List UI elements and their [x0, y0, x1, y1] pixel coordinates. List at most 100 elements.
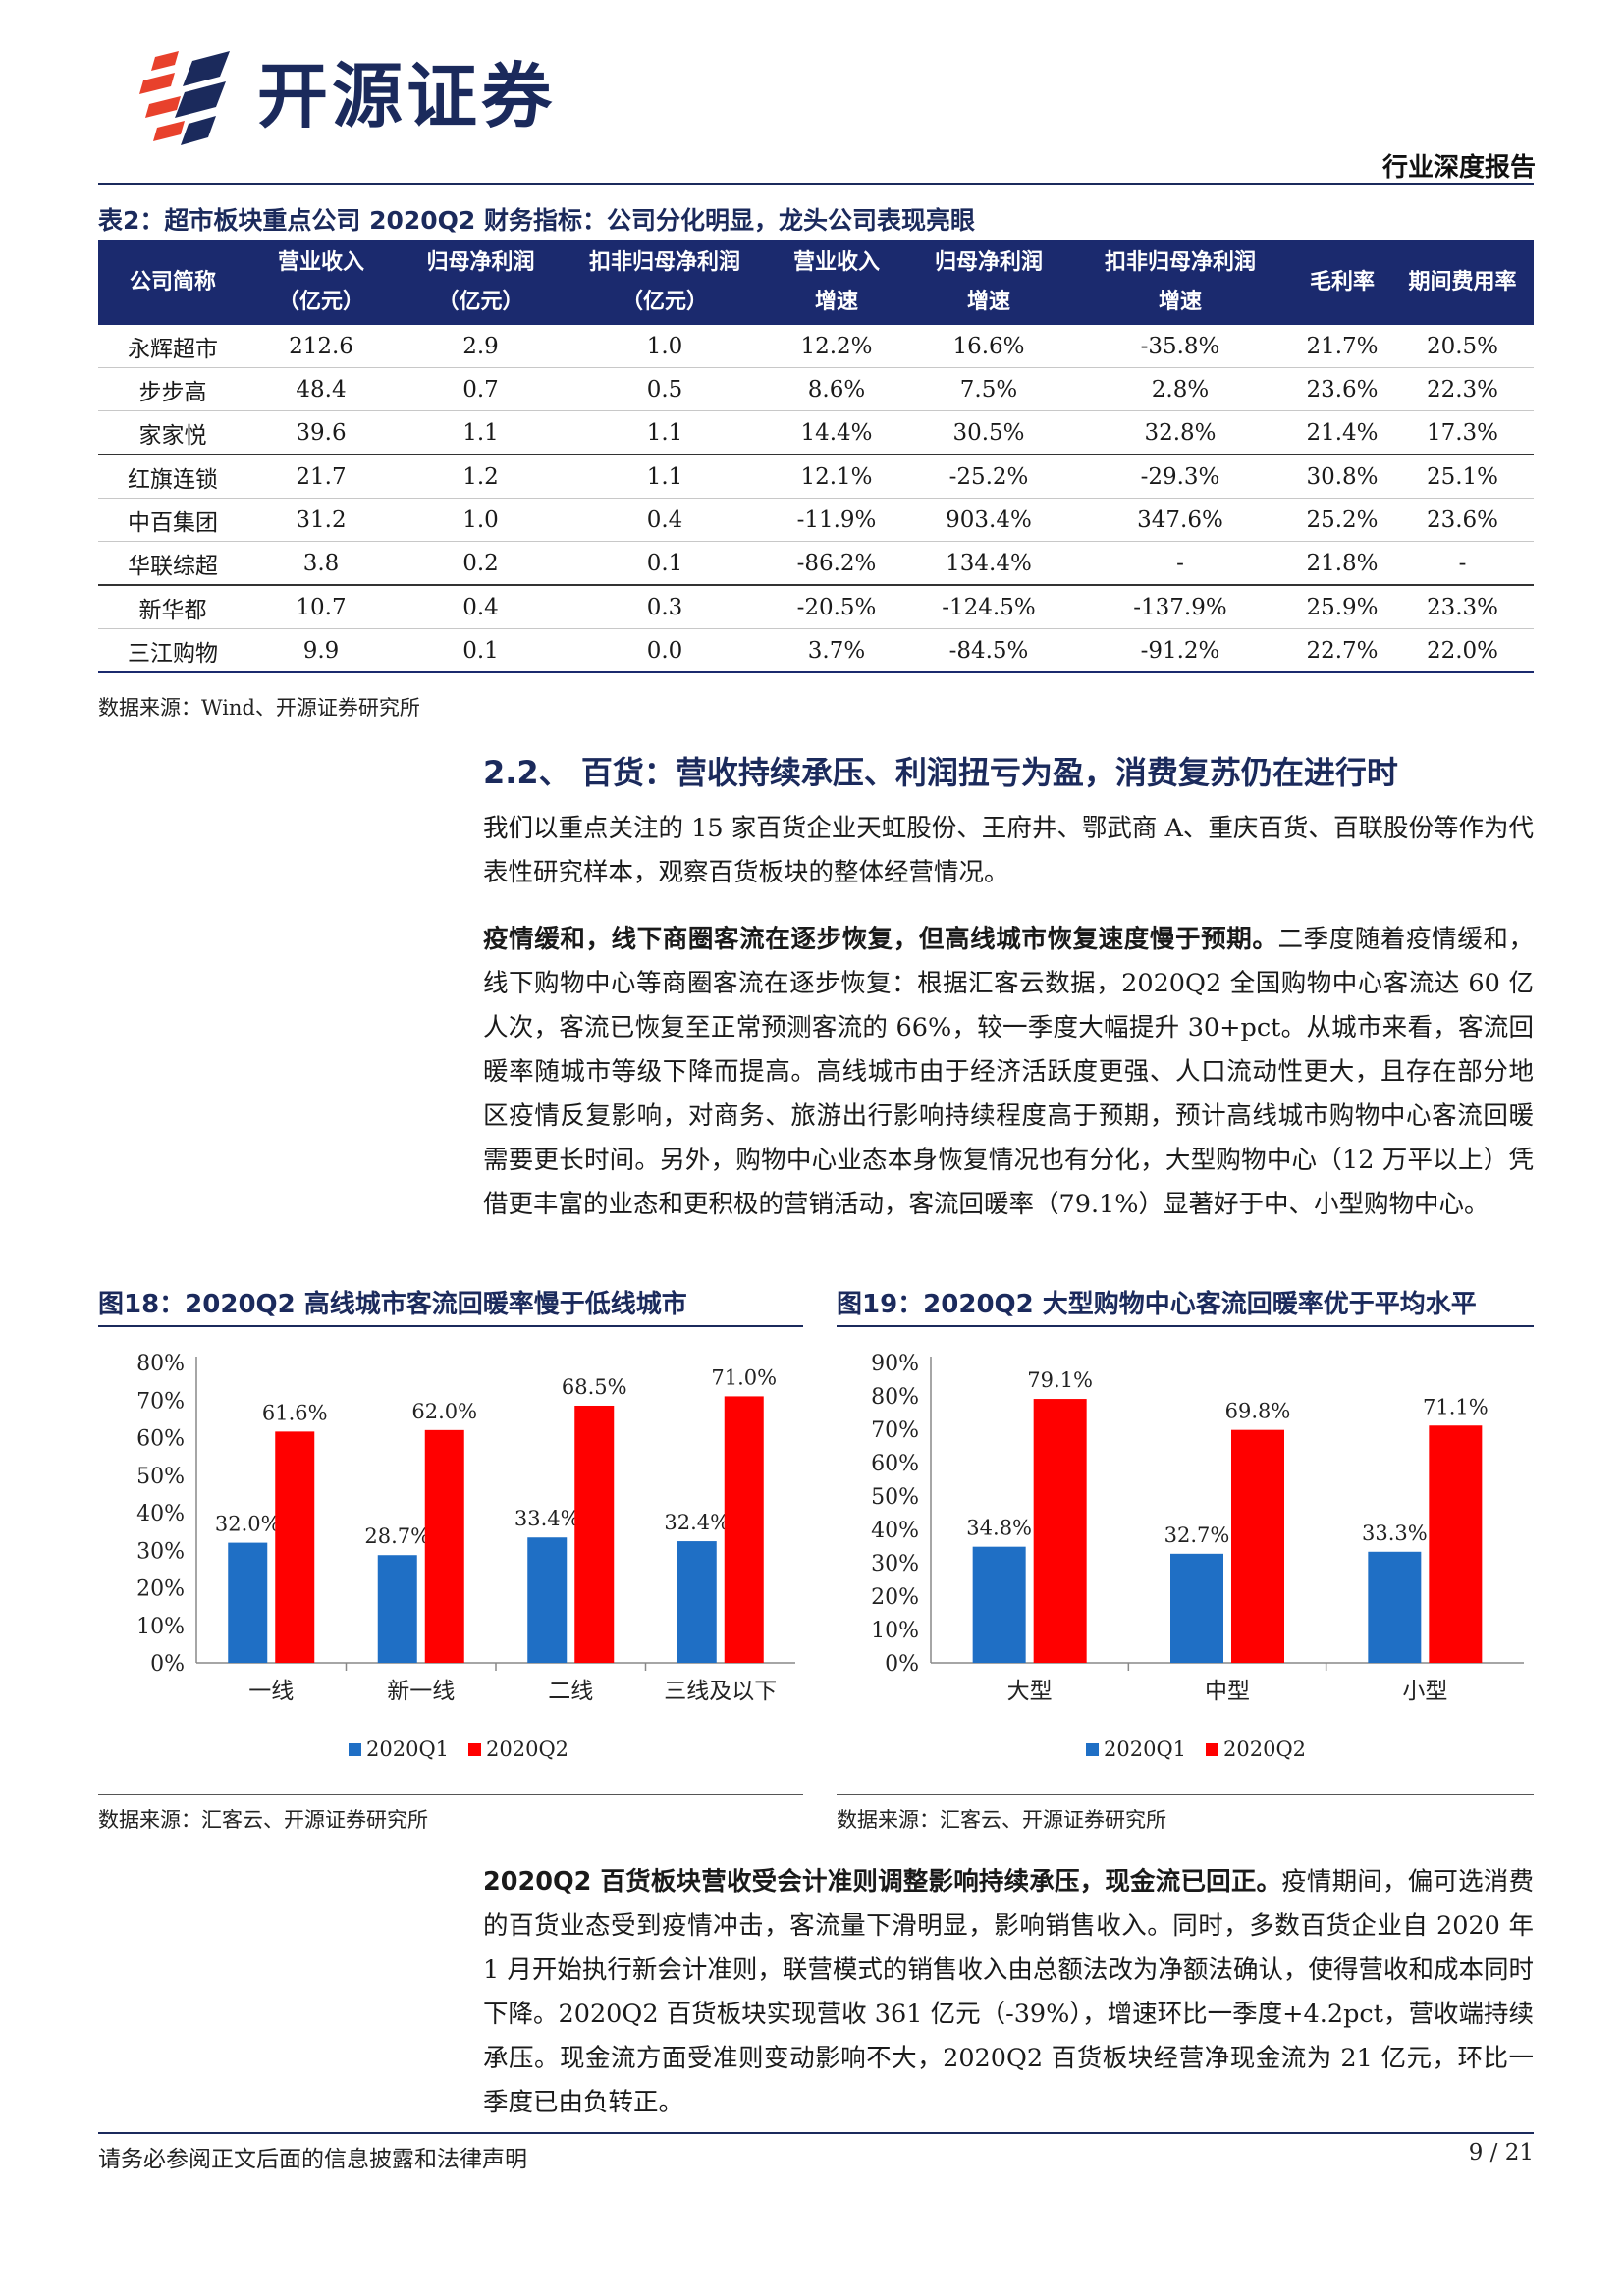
bar-2020q1	[228, 1542, 268, 1663]
kaiyuan-logo-icon	[139, 51, 230, 145]
table-cell: -91.2%	[1067, 628, 1293, 673]
table-cell: 0.0	[567, 628, 763, 673]
y-tick-label: 40%	[136, 1502, 185, 1526]
table-cell: 31.2	[247, 498, 395, 542]
footer-divider	[98, 2132, 1534, 2134]
table-cell: 2.9	[395, 325, 567, 368]
x-category-label: 新一线	[387, 1679, 455, 1704]
legend-swatch	[1206, 1743, 1218, 1756]
header-line-1: 公司简称	[129, 270, 216, 294]
table-header-cell: 归母净利润 增速	[910, 240, 1067, 325]
bar-2020q1	[1170, 1553, 1223, 1663]
paragraph-1: 我们以重点关注的 15 家百货企业天虹股份、王府井、鄂武商 A、重庆百货、百联股…	[483, 814, 1534, 887]
table-cell: 21.4%	[1293, 410, 1391, 455]
bar-2020q1	[527, 1537, 568, 1663]
paragraph-2: 疫情缓和，线下商圈客流在逐步恢复，但高线城市恢复速度慢于预期。二季度随着疫情缓和…	[483, 918, 1534, 1227]
header-divider	[98, 183, 1534, 185]
table-cell: 0.4	[567, 498, 763, 542]
table-cell: -35.8%	[1067, 325, 1293, 368]
chart-18-bottom-rule	[98, 1794, 803, 1795]
header-line-2: 增速	[1158, 290, 1202, 314]
table-cell: 7.5%	[910, 367, 1067, 411]
y-tick-label: 0%	[150, 1652, 185, 1677]
table-cell: -124.5%	[910, 585, 1067, 629]
bar-2020q2	[1231, 1429, 1284, 1663]
table-cell: -84.5%	[910, 628, 1067, 673]
table-header-cell: 归母净利润 （亿元）	[395, 240, 567, 325]
data-label: 71.1%	[1423, 1395, 1489, 1418]
bar-2020q2	[1429, 1425, 1483, 1663]
section-heading: 2.2、 百货：营收持续承压、利润扭亏为盈，消费复苏仍在进行时	[483, 754, 1398, 791]
table-cell: 23.6%	[1391, 498, 1534, 542]
table-cell: -	[1067, 541, 1293, 586]
chart-18-top-rule	[98, 1325, 803, 1327]
data-label: 34.8%	[966, 1517, 1032, 1540]
header-line-1: 营业收入	[277, 250, 364, 275]
y-tick-label: 40%	[871, 1519, 919, 1543]
logo-text: 开源证券	[257, 55, 557, 137]
table-cell: 1.1	[395, 410, 567, 455]
table-cell: 9.9	[247, 628, 395, 673]
header-line-2: 增速	[966, 290, 1010, 314]
company-name-cell: 新华都	[98, 585, 247, 629]
table-cell: 0.1	[567, 541, 763, 586]
table-row: 红旗连锁 21.7 1.2 1.1 12.1% -25.2% -29.3% 30.8% 25.1…	[98, 454, 1534, 499]
legend-label: 2020Q2	[1223, 1737, 1306, 1761]
table-cell: 0.5	[567, 367, 763, 411]
y-tick-label: 20%	[136, 1577, 185, 1602]
table-title: 表2：超市板块重点公司 2020Q2 财务指标：公司分化明显，龙头公司表现亮眼	[98, 206, 976, 235]
table-cell: 25.9%	[1293, 585, 1391, 629]
table-cell: -20.5%	[763, 585, 910, 629]
y-tick-label: 10%	[136, 1615, 185, 1639]
table-cell: 32.8%	[1067, 410, 1293, 455]
paragraph-2-lead: 疫情缓和，线下商圈客流在逐步恢复，但高线城市恢复速度慢于预期。	[483, 925, 1278, 954]
table-header-cell: 营业收入 （亿元）	[247, 240, 395, 325]
table-row: 家家悦 39.6 1.1 1.1 14.4% 30.5% 32.8% 21.4% 17.3%	[98, 410, 1534, 455]
y-tick-label: 90%	[871, 1352, 919, 1376]
data-label: 68.5%	[562, 1375, 627, 1399]
table-cell: 22.3%	[1391, 367, 1534, 411]
table-cell: 25.1%	[1391, 454, 1534, 499]
paragraph-3-lead: 2020Q2 百货板块营收受会计准则调整影响持续承压，现金流已回正。	[483, 1867, 1282, 1896]
table-cell: -86.2%	[763, 541, 910, 586]
header-line-2: （亿元）	[437, 290, 524, 314]
table-cell: 21.7%	[1293, 325, 1391, 368]
header-line-1: 营业收入	[792, 250, 880, 275]
x-category-label: 大型	[1007, 1679, 1053, 1704]
y-tick-label: 10%	[871, 1619, 919, 1643]
data-label: 33.4%	[514, 1507, 580, 1530]
page-number: 9 / 21	[1468, 2140, 1534, 2165]
table-row: 三江购物 9.9 0.1 0.0 3.7% -84.5% -91.2% 22.7% 22.0%	[98, 628, 1534, 673]
table-cell: 22.0%	[1391, 628, 1534, 673]
table-cell: 17.3%	[1391, 410, 1534, 455]
table-cell: 2.8%	[1067, 367, 1293, 411]
chart-18-source: 数据来源：汇客云、开源证券研究所	[98, 1808, 428, 1832]
table-cell: 16.6%	[910, 325, 1067, 368]
legend-label: 2020Q1	[1104, 1737, 1186, 1761]
chart-19-source: 数据来源：汇客云、开源证券研究所	[837, 1808, 1166, 1832]
bar-2020q1	[677, 1541, 717, 1663]
chart-19-title: 图19：2020Q2 大型购物中心客流回暖率优于平均水平	[837, 1290, 1477, 1319]
x-category-label: 中型	[1205, 1679, 1250, 1704]
x-category-label: 三线及以下	[664, 1679, 777, 1704]
paragraph-3-body: 疫情期间，偏可选消费的百货业态受到疫情冲击，客流量下滑明显，影响销售收入。同时，…	[483, 1867, 1534, 2117]
y-tick-label: 60%	[136, 1427, 185, 1452]
data-label: 32.0%	[215, 1513, 281, 1536]
bar-2020q1	[1368, 1551, 1422, 1663]
legend-swatch	[349, 1743, 361, 1756]
table-cell: 134.4%	[910, 541, 1067, 586]
company-name-cell: 家家悦	[98, 410, 247, 455]
table-cell: 0.4	[395, 585, 567, 629]
data-label: 62.0%	[411, 1400, 477, 1423]
data-label: 28.7%	[364, 1524, 430, 1548]
footer-disclaimer: 请务必参阅正文后面的信息披露和法律声明	[98, 2147, 527, 2172]
table-header-cell: 毛利率	[1293, 240, 1391, 325]
table-cell: 1.2	[395, 454, 567, 499]
table-row: 中百集团 31.2 1.0 0.4 -11.9% 903.4% 347.6% 25.2% 23.…	[98, 498, 1534, 542]
y-tick-label: 50%	[136, 1465, 185, 1489]
table-cell: 20.5%	[1391, 325, 1534, 368]
y-tick-label: 60%	[871, 1452, 919, 1476]
table-cell: 8.6%	[763, 367, 910, 411]
financial-metrics-table: 公司简称 营业收入 （亿元） 归母净利润 （亿元） 扣非归母净利润 （亿元） 营业收入 增速 归母…	[98, 240, 1534, 673]
table-cell: 21.7	[247, 454, 395, 499]
